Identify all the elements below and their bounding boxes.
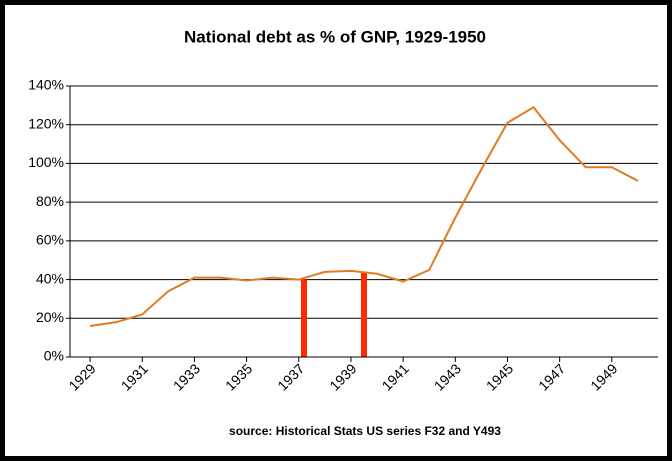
highlight-bar — [301, 279, 307, 357]
y-tick-label: 120% — [28, 115, 64, 131]
y-tick-label: 0% — [44, 348, 64, 364]
y-tick-label: 140% — [28, 77, 64, 93]
y-tick-label: 100% — [28, 154, 64, 170]
background — [5, 5, 667, 456]
chart-title: National debt as % of GNP, 1929-1950 — [184, 27, 486, 46]
y-tick-label: 20% — [36, 309, 64, 325]
y-tick-label: 60% — [36, 232, 64, 248]
line-series — [89, 105, 639, 328]
y-tick-label: 40% — [36, 270, 64, 286]
source-note: source: Historical Stats US series F32 a… — [229, 424, 501, 438]
y-tick-label: 80% — [36, 193, 64, 209]
highlight-bar — [361, 271, 367, 357]
